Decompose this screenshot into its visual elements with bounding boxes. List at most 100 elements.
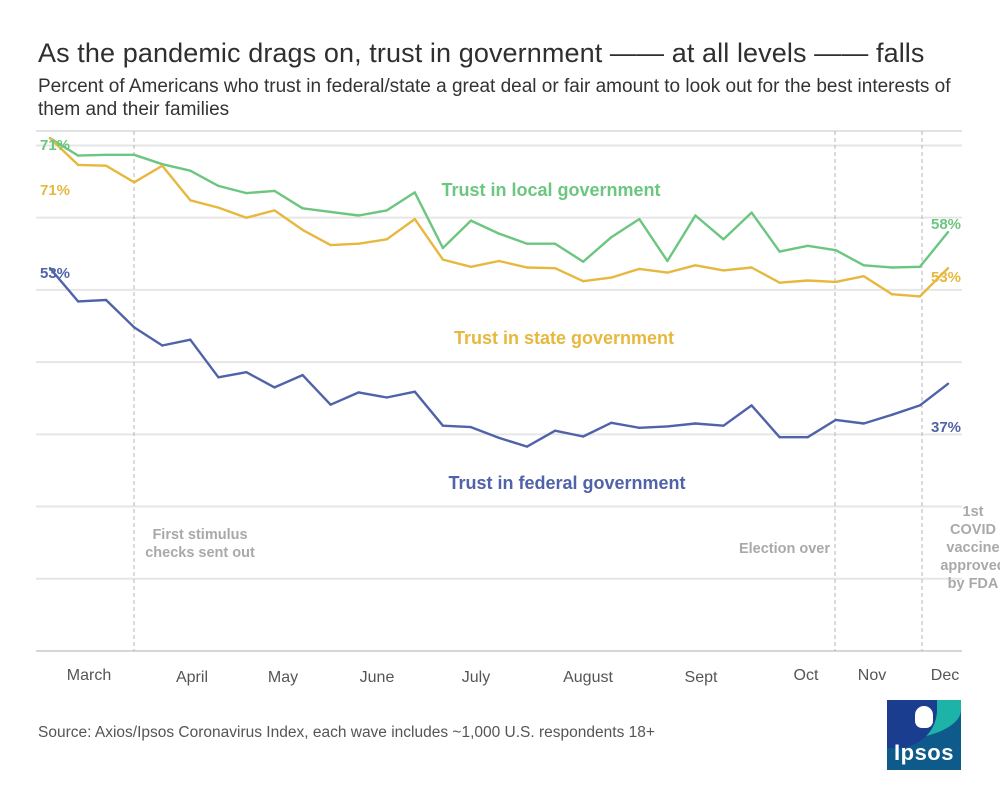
data-point <box>778 281 781 284</box>
data-point <box>638 267 641 271</box>
data-point <box>245 371 248 374</box>
data-point <box>357 242 360 245</box>
data-point <box>581 280 585 283</box>
data-point <box>189 199 192 202</box>
data-point <box>245 191 248 195</box>
data-point <box>469 425 473 429</box>
data-point <box>834 418 837 422</box>
data-point <box>497 259 501 263</box>
x-tick-label: Dec <box>931 667 959 684</box>
source-note: Source: Axios/Ipsos Coronavirus Index, e… <box>38 724 655 741</box>
x-tick-label: Sept <box>685 669 718 686</box>
chart-subtitle: Percent of Americans who trust in federa… <box>38 76 951 120</box>
data-point <box>694 214 697 217</box>
data-point <box>638 217 641 221</box>
data-point <box>862 274 866 278</box>
end-value-label: 37% <box>931 419 961 436</box>
x-tick-label: July <box>462 669 490 686</box>
data-point <box>301 207 304 210</box>
data-point <box>722 238 725 241</box>
data-point <box>638 426 641 430</box>
x-tick-label: June <box>360 669 395 686</box>
logo-text: Ipsos <box>894 740 954 765</box>
data-point <box>946 267 950 270</box>
data-point <box>722 269 725 272</box>
data-point <box>525 266 529 269</box>
data-point <box>750 266 753 269</box>
data-point <box>161 344 164 347</box>
data-point <box>357 214 360 217</box>
event-annotation: 1st COVID vaccine approved by FDA <box>940 504 1000 592</box>
data-point <box>918 295 922 298</box>
event-annotation: First stimulus checks sent out <box>145 527 255 561</box>
series-name-label: Trust in state government <box>454 328 674 348</box>
data-point <box>329 210 332 214</box>
data-point <box>273 209 276 212</box>
data-point <box>76 154 80 157</box>
data-point <box>778 436 781 439</box>
data-point <box>189 169 192 172</box>
data-point <box>48 267 52 270</box>
data-point <box>750 404 753 407</box>
ipsos-logo: Ipsos <box>887 700 961 770</box>
end-value-label: 58% <box>931 216 961 233</box>
series-line <box>49 267 949 448</box>
data-point <box>385 209 388 212</box>
series-name-label: Trust in federal government <box>448 473 685 493</box>
data-point <box>581 260 585 263</box>
data-point <box>301 228 304 232</box>
data-point <box>189 338 192 341</box>
start-value-label: 71% <box>40 137 70 154</box>
data-point <box>525 445 529 448</box>
event-annotation: Election over <box>739 541 830 557</box>
data-point <box>217 184 220 188</box>
data-point <box>750 211 753 214</box>
data-point <box>273 386 276 389</box>
data-point <box>104 153 108 157</box>
data-point <box>890 266 894 269</box>
data-point <box>694 264 697 267</box>
x-tick-label: May <box>268 669 298 686</box>
data-point <box>217 376 220 379</box>
data-point <box>834 280 837 284</box>
data-point <box>132 153 136 157</box>
data-point <box>890 293 894 296</box>
data-point <box>385 396 388 399</box>
data-point <box>525 242 529 245</box>
start-value-label: 71% <box>40 182 70 199</box>
data-point <box>132 181 136 184</box>
data-point <box>946 382 950 385</box>
chart-title: As the pandemic drags on, trust in gover… <box>38 38 925 68</box>
data-point <box>273 189 276 193</box>
data-point <box>48 137 52 140</box>
data-point <box>104 164 108 167</box>
data-point <box>610 276 613 279</box>
series-line <box>49 137 949 269</box>
data-point <box>301 373 304 377</box>
data-point <box>722 424 725 427</box>
data-point <box>946 230 950 234</box>
data-point <box>329 243 332 247</box>
data-point <box>357 391 360 394</box>
data-point <box>806 279 809 282</box>
data-point <box>666 259 669 263</box>
data-point <box>76 163 80 167</box>
x-tick-label: August <box>563 669 613 686</box>
data-point <box>441 246 445 250</box>
data-point <box>413 217 417 221</box>
data-point <box>666 425 669 428</box>
data-point <box>104 298 108 302</box>
data-point <box>694 422 697 425</box>
series-name-label: Trust in local government <box>441 180 660 200</box>
x-tick-label: April <box>176 669 208 686</box>
data-point <box>497 436 501 440</box>
data-point <box>497 232 501 235</box>
data-point <box>553 267 557 270</box>
data-point <box>441 424 445 427</box>
data-point <box>413 191 417 194</box>
data-point <box>806 244 809 248</box>
data-point <box>245 216 248 219</box>
x-tick-label: March <box>67 667 111 684</box>
end-value-label: 53% <box>931 269 961 286</box>
data-point <box>918 404 922 407</box>
